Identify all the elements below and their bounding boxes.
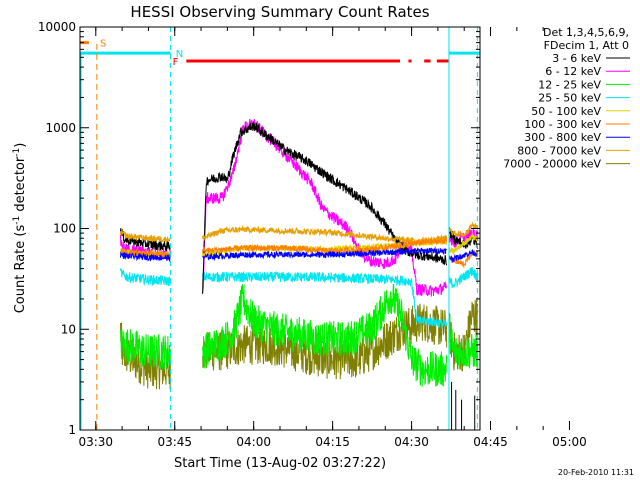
series-line-e100_300 bbox=[202, 237, 448, 255]
saa-flag-label: S bbox=[100, 39, 106, 50]
legend-label-e800_7000: 800 - 7000 keV bbox=[517, 144, 601, 157]
legend-label-e50_100: 50 - 100 keV bbox=[531, 105, 601, 118]
y-tick-label: 100 bbox=[53, 222, 76, 236]
legend-label-e300_800: 300 - 800 keV bbox=[524, 131, 601, 144]
y-tick-label: 10000 bbox=[38, 20, 76, 34]
x-tick-label: 05:00 bbox=[552, 435, 587, 449]
series-line-e12_25 bbox=[120, 329, 171, 370]
x-tick-label: 03:30 bbox=[78, 435, 113, 449]
y-axis-label-part: detector bbox=[13, 156, 28, 216]
series-line-e12_25 bbox=[202, 284, 448, 387]
series-line-e12_25 bbox=[448, 317, 479, 370]
y-axis: 1 10 100 1000 10000 bbox=[38, 20, 480, 437]
y-tick-label: 1000 bbox=[45, 121, 76, 135]
legend-label-e12_25: 12 - 25 keV bbox=[538, 78, 601, 91]
series-line-e25_50 bbox=[120, 268, 171, 287]
series-line-e6_12 bbox=[202, 118, 447, 297]
x-tick-label: 04:30 bbox=[394, 435, 429, 449]
legend-header-line: FDecim 1, Att 0 bbox=[544, 39, 629, 52]
series-line-e25_50 bbox=[448, 267, 479, 289]
y-axis-label: Count Rate (s-1 detector-1) bbox=[12, 143, 28, 314]
plot-area: S NF bbox=[80, 27, 480, 430]
x-axis-label: Start Time (13-Aug-02 03:27:22) bbox=[174, 456, 386, 471]
series-line-e300_800 bbox=[120, 251, 171, 263]
x-tick-label: 03:45 bbox=[157, 435, 192, 449]
x-tick-label: 04:15 bbox=[315, 435, 350, 449]
legend-label-e6_12: 6 - 12 keV bbox=[545, 65, 601, 78]
legend-label-e3_6: 3 - 6 keV bbox=[552, 52, 601, 65]
series-line-e25_50 bbox=[202, 270, 448, 329]
legend-label-e100_300: 100 - 300 keV bbox=[524, 118, 601, 131]
night-flag-label: N bbox=[176, 49, 183, 60]
y-axis-label-sup: -1 bbox=[12, 216, 22, 225]
legend-label-e7000_20000: 7000 - 20000 keV bbox=[503, 158, 601, 171]
flare-flag-label: F bbox=[173, 57, 179, 68]
y-tick-label: 1 bbox=[68, 423, 76, 437]
series-line-e800_7000 bbox=[448, 222, 479, 238]
series-line-e50_100 bbox=[448, 232, 479, 256]
series-line-e800_7000 bbox=[202, 224, 448, 245]
series-line-e3_6 bbox=[120, 228, 171, 252]
x-axis: 03:30 03:45 04:00 04:15 04:30 04:45 05:00 bbox=[78, 27, 587, 449]
series-line-e3_6 bbox=[202, 121, 448, 294]
y-axis-label-part: Count Rate (s bbox=[13, 225, 28, 314]
legend-header-line: Det 1,3,4,5,6,9, bbox=[543, 26, 629, 39]
series-line-e300_800 bbox=[448, 249, 479, 263]
series-line-e7000_20000 bbox=[448, 299, 479, 372]
legend-label-e25_50: 25 - 50 keV bbox=[538, 92, 601, 105]
y-tick-label: 10 bbox=[61, 322, 76, 336]
date-stamp: 20-Feb-2010 11:31 bbox=[558, 468, 634, 477]
x-tick-label: 04:00 bbox=[236, 435, 271, 449]
y-axis-label-sup: -1 bbox=[12, 148, 22, 157]
series-line-e300_800 bbox=[202, 246, 448, 262]
chart-title: HESSI Observing Summary Count Rates bbox=[130, 3, 429, 21]
legend: Det 1,3,4,5,6,9, FDecim 1, Att 0 3 - 6 k… bbox=[503, 26, 630, 171]
y-axis-label-part: ) bbox=[13, 143, 28, 148]
series-line-e800_7000 bbox=[120, 228, 171, 243]
x-tick-label: 04:45 bbox=[473, 435, 508, 449]
